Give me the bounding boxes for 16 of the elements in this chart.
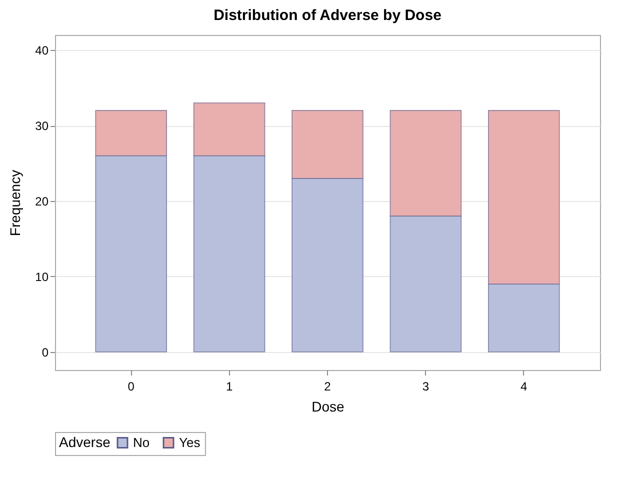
chart-title: Distribution of Adverse by Dose — [214, 7, 442, 24]
legend-label: Yes — [179, 434, 201, 450]
x-tick-label: 0 — [128, 380, 135, 394]
y-tick-label: 10 — [35, 270, 49, 284]
x-tick-label: 4 — [520, 380, 528, 394]
y-tick-label: 30 — [35, 119, 49, 134]
x-tick-label: 1 — [226, 380, 233, 394]
y-tick-label: 0 — [42, 345, 49, 360]
x-tick-label: 3 — [422, 380, 430, 394]
x-tick-label: 2 — [324, 380, 332, 394]
y-axis-title: Frequency — [7, 170, 24, 236]
x-axis-title: Dose — [312, 398, 345, 414]
y-tick-label: 40 — [35, 44, 49, 58]
legend-label: No — [133, 434, 150, 450]
y-tick-label: 20 — [35, 194, 49, 208]
legend-title: Adverse — [59, 434, 111, 450]
